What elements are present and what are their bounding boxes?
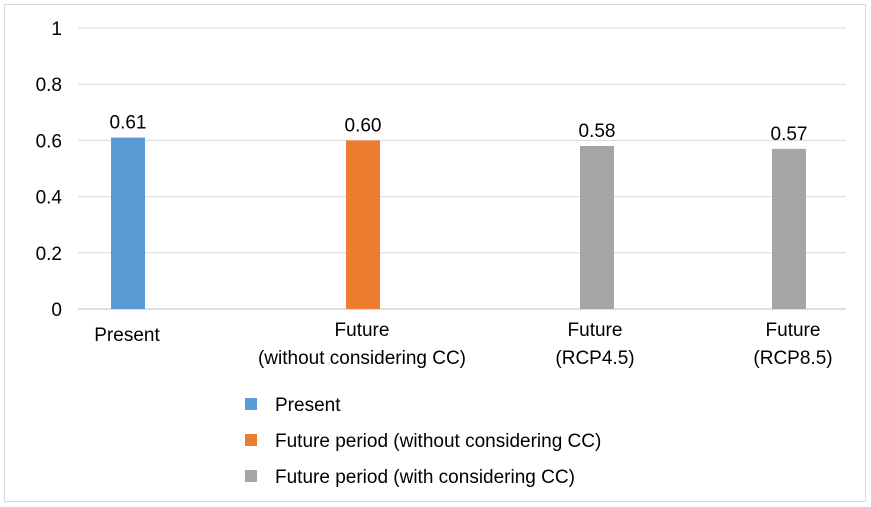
- y-tick-label: 0.2: [36, 244, 62, 265]
- legend-entry: Future period (without considering CC): [275, 431, 601, 452]
- x-axis-labels: Present Future (without considering CC) Fut…: [94, 320, 832, 369]
- bar: [580, 146, 614, 309]
- x-category-label: (RCP4.5): [555, 348, 634, 369]
- legend-swatch: [245, 398, 257, 410]
- x-category-label: (without considering CC): [258, 348, 466, 369]
- y-tick-label: 1: [51, 19, 62, 40]
- data-label: 0.57: [771, 124, 808, 145]
- legend-swatch: [245, 470, 257, 482]
- bar: [346, 140, 380, 309]
- x-category-label: (RCP8.5): [753, 348, 832, 369]
- y-tick-label: 0.8: [36, 75, 62, 96]
- data-label: 0.61: [110, 113, 147, 134]
- gridlines: [78, 27, 846, 310]
- legend: Present Future period (without considerin…: [245, 395, 601, 488]
- y-axis-ticks: 0 0.2 0.4 0.6 0.8 1: [36, 19, 63, 321]
- legend-entry: Present: [275, 395, 341, 416]
- bars: [111, 137, 806, 309]
- bar: [772, 148, 806, 309]
- y-tick-label: 0: [51, 300, 62, 321]
- data-label: 0.58: [579, 121, 616, 142]
- x-category-label: Future: [766, 320, 821, 341]
- x-category-label: Present: [94, 325, 160, 346]
- bar: [111, 137, 145, 309]
- data-label: 0.60: [345, 115, 382, 136]
- data-labels: 0.61 0.60 0.58 0.57: [110, 113, 808, 145]
- y-tick-label: 0.6: [36, 131, 62, 152]
- x-category-label: Future: [335, 320, 390, 341]
- y-tick-label: 0.4: [36, 188, 63, 209]
- x-category-label: Future: [568, 320, 623, 341]
- legend-entry: Future period (with considering CC): [275, 467, 575, 488]
- legend-swatch: [245, 434, 257, 446]
